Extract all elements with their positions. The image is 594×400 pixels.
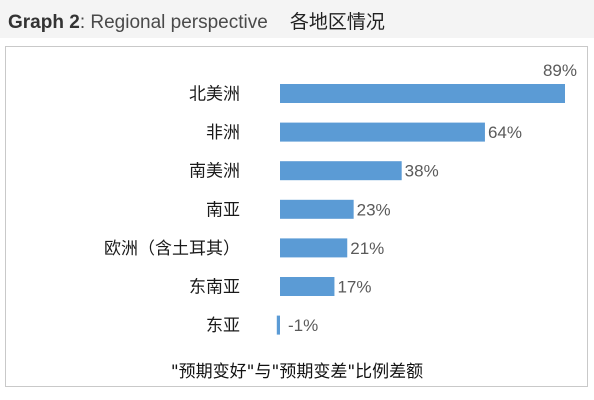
category-label-2: 南美洲: [189, 162, 240, 182]
bar-0: [280, 84, 565, 103]
category-label-6: 东亚: [206, 316, 240, 336]
bar-6: [276, 315, 280, 335]
category-label-4: 欧洲（含土耳其）: [104, 239, 240, 259]
chart-header: Graph 2: Regional perspective 各地区情况: [0, 0, 594, 38]
category-label-1: 非洲: [206, 123, 240, 143]
chart-caption: "预期变好"与"预期变差"比例差额: [170, 362, 424, 382]
value-label-3: 23%: [357, 200, 391, 219]
bars: [276, 84, 565, 335]
value-label-4: 21%: [350, 239, 384, 258]
bar-3: [280, 199, 354, 219]
chart-title: Graph 2: Regional perspective 各地区情况: [8, 7, 385, 34]
bar-5: [280, 277, 335, 296]
category-label-0: 北美洲: [189, 85, 240, 105]
bar-1: [280, 122, 485, 142]
value-label-2: 38%: [405, 162, 439, 181]
value-label-0: 89%: [543, 61, 577, 80]
title-lead: Graph 2: [8, 12, 80, 33]
title-rest: : Regional perspective: [79, 12, 268, 33]
value-label-1: 64%: [488, 123, 522, 142]
value-label-6: -1%: [288, 316, 318, 335]
title-chinese: 各地区情况: [289, 11, 385, 33]
category-label-5: 东南亚: [189, 278, 240, 298]
value-labels: 89% 64% 38% 23% 21% 17% -1%: [288, 61, 577, 335]
category-label-3: 南亚: [206, 200, 240, 220]
bar-4: [280, 238, 348, 258]
bar-2: [280, 161, 402, 181]
value-label-5: 17%: [337, 278, 371, 297]
